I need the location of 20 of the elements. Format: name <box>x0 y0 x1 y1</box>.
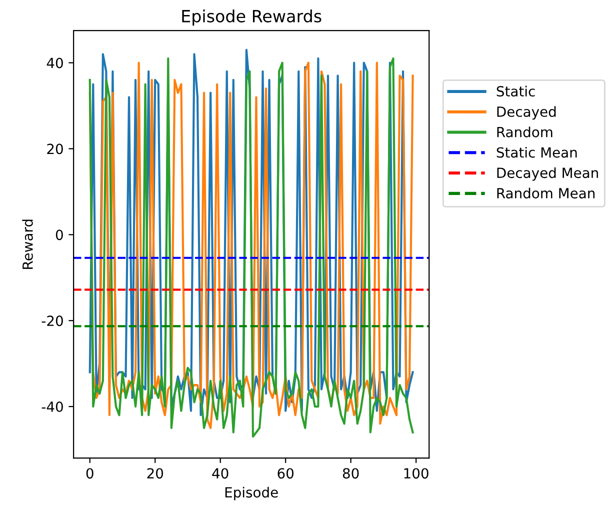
legend-label: Decayed Mean <box>497 167 598 181</box>
x-tick-label: 20 <box>147 468 164 479</box>
y-axis-title: Reward <box>22 220 33 269</box>
legend-label: Static <box>496 86 535 97</box>
x-tick-label: 80 <box>342 468 359 479</box>
legend-label: Decayed <box>497 106 556 120</box>
x-tick-label: 100 <box>404 468 428 479</box>
x-tick-label: 40 <box>212 468 228 479</box>
legend-label: Random Mean <box>497 188 595 198</box>
legend-label: Random <box>497 126 552 138</box>
x-tick-label: 60 <box>278 468 294 479</box>
y-tick-label: 20 <box>47 144 63 154</box>
y-tick-label: 0 <box>56 230 63 240</box>
x-tick-label: 0 <box>86 468 94 479</box>
legend-label: Static Mean <box>496 146 577 158</box>
chart-title: Episode Rewards <box>182 10 322 26</box>
y-tick-label: -40 <box>42 402 63 412</box>
y-tick-label: -20 <box>42 316 63 326</box>
y-tick-label: 40 <box>46 58 63 68</box>
x-axis-title: Episode <box>225 486 278 500</box>
